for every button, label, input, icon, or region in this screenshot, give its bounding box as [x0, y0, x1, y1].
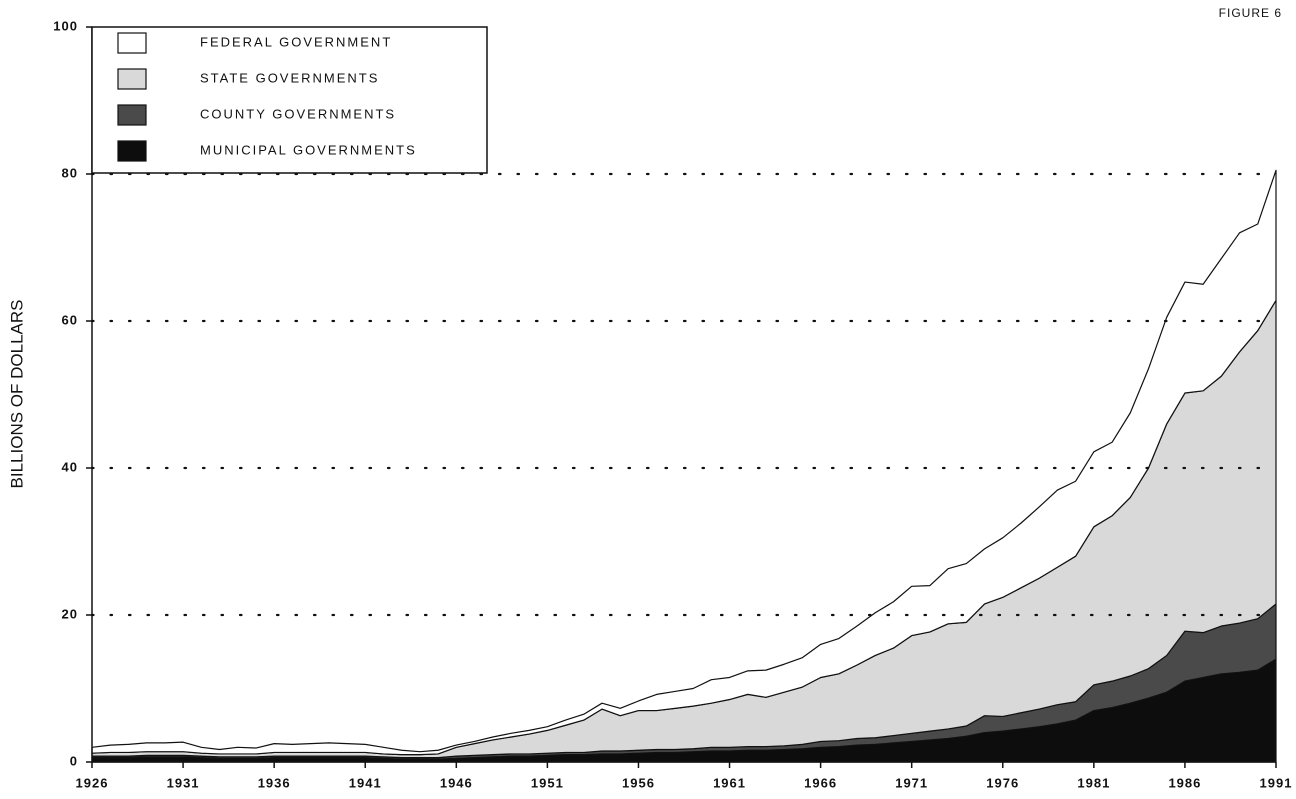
x-tick-label: 1976: [986, 775, 1019, 790]
areas: [91, 169, 1277, 763]
y-tick-label: 100: [53, 18, 78, 33]
legend-swatch: [117, 68, 147, 90]
x-tick-label: 1991: [1260, 775, 1293, 790]
legend-label: MUNICIPAL GOVERNMENTS: [200, 142, 417, 157]
legend-swatch: [117, 140, 147, 162]
x-tick-label: 1956: [622, 775, 655, 790]
y-tick-label: 40: [62, 459, 78, 474]
x-tick-label: 1966: [804, 775, 837, 790]
figure-label: FIGURE 6: [1219, 6, 1282, 20]
x-tick-label: 1961: [713, 775, 746, 790]
area: [91, 169, 1277, 756]
x-tick-label: 1986: [1168, 775, 1201, 790]
legend-swatch: [117, 104, 147, 126]
y-tick-label: 20: [62, 606, 78, 621]
y-tick-label: 0: [70, 753, 78, 768]
x-tick-label: 1981: [1077, 775, 1110, 790]
grid: [90, 172, 1278, 617]
x-tick-label: 1951: [531, 775, 564, 790]
legend-box: [91, 26, 488, 174]
legend-label: STATE GOVERNMENTS: [200, 70, 379, 85]
legend: FEDERAL GOVERNMENT STATE GOVERNMENTS COUNT…: [91, 26, 488, 174]
x-tick-label: 1926: [76, 775, 109, 790]
legend-label: FEDERAL GOVERNMENT: [200, 34, 392, 49]
legend-label: COUNTY GOVERNMENTS: [200, 106, 396, 121]
x-tick-label: 1941: [349, 775, 382, 790]
y-axis-label: BILLIONS OF DOLLARS: [7, 300, 26, 489]
x-tick-label: 1936: [258, 775, 291, 790]
legend-swatch: [117, 32, 147, 54]
x-tick-label: 1931: [167, 775, 200, 790]
y-tick-label: 60: [62, 312, 78, 327]
x-tick-label: 1971: [895, 775, 928, 790]
axes: 0 20 40 60 80 100 1926 1931 1936 1941 1946 1951 1956…: [53, 18, 1293, 790]
y-tick-label: 80: [62, 165, 78, 180]
x-tick-label: 1946: [440, 775, 473, 790]
